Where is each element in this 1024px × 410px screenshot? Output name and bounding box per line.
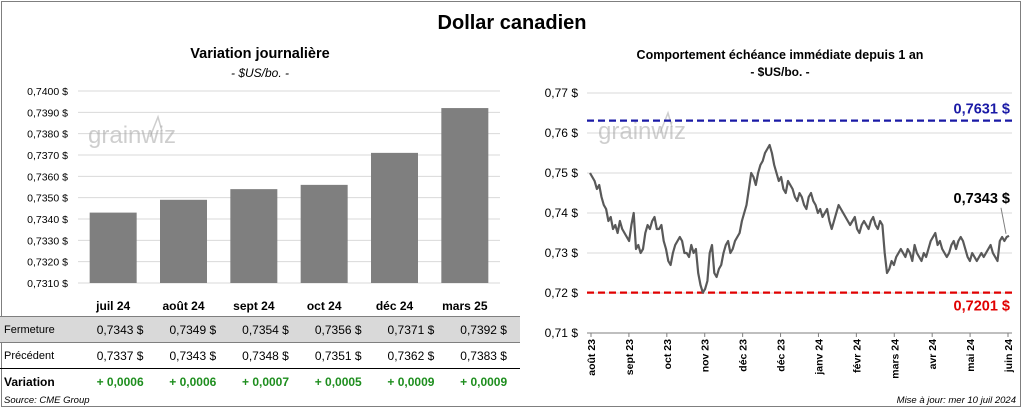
y-tick-label: 0,7340 $ — [27, 214, 68, 226]
low-label: 0,7201 $ — [954, 299, 1010, 315]
y-tick-label: 0,7310 $ — [27, 278, 68, 290]
line-chart-subtitle: - $US/bo. - — [750, 65, 810, 79]
table-cell: 0,7354 $ — [229, 316, 302, 343]
price-table: Fermeture 0,7343 $ 0,7349 $ 0,7354 $ 0,7… — [0, 316, 520, 394]
x-tick-label: févr 24 — [851, 339, 863, 373]
y-tick-label: 0,74 $ — [545, 206, 579, 220]
x-tick-label: juil 24 — [95, 299, 130, 313]
y-tick-label: 0,7330 $ — [27, 235, 68, 247]
last-value-label: 0,7343 $ — [954, 191, 1010, 207]
x-tick-label: mars 25 — [442, 299, 488, 313]
y-tick-label: 0,7350 $ — [27, 193, 68, 205]
table-cell: 0,7356 $ — [301, 316, 375, 343]
x-tick-label: janv 24 — [813, 339, 825, 376]
x-tick-label: déc 23 — [738, 339, 750, 372]
x-tick-label: août 23 — [586, 339, 598, 376]
y-tick-label: 0,73 $ — [545, 246, 579, 260]
x-tick-label: nov 23 — [700, 339, 712, 372]
table-cell: + 0,0007 — [241, 374, 290, 389]
x-tick-label: mars 24 — [889, 339, 901, 379]
row-label: Variation — [4, 374, 55, 389]
table-row-previous: Précédent 0,7337 $ 0,7343 $ 0,7348 $ 0,7… — [0, 342, 520, 369]
y-tick-label: 0,7380 $ — [27, 129, 68, 141]
bar — [300, 184, 348, 283]
bar — [371, 152, 418, 283]
y-tick-label: 0,7320 $ — [27, 257, 68, 269]
bar — [441, 108, 489, 283]
y-tick-label: 0,77 $ — [545, 86, 579, 100]
bar-chart-subtitle: - $US/bo. - — [230, 66, 290, 80]
table-cell: 0,7362 $ — [374, 342, 448, 369]
x-tick-label: déc 24 — [376, 299, 414, 313]
y-tick-label: 0,7400 $ — [27, 86, 68, 98]
table-row-variation: Variation + 0,0006 + 0,0006 + 0,0007 + 0… — [0, 369, 520, 395]
table-cell: 0,7371 $ — [374, 316, 448, 343]
page-title: Dollar canadien — [437, 12, 587, 34]
table-cell: + 0,0006 — [96, 374, 144, 389]
y-tick-label: 0,7390 $ — [27, 107, 68, 119]
row-label: Précédent — [0, 342, 84, 369]
y-tick-label: 0,71 $ — [545, 326, 579, 340]
x-tick-label: oct 23 — [662, 339, 674, 370]
table-cell: 0,7343 $ — [156, 342, 230, 369]
source-note: Source: CME Group — [4, 395, 90, 406]
high-label: 0,7631 $ — [954, 102, 1010, 118]
y-tick-label: 0,75 $ — [545, 166, 579, 180]
table-cell: 0,7351 $ — [301, 342, 375, 369]
table-cell: + 0,0009 — [387, 374, 435, 389]
table-cell: + 0,0009 — [460, 374, 508, 389]
updated-note: Mise à jour: mer 10 juil 2024 — [896, 395, 1016, 406]
watermark-logo: grainwiz — [88, 122, 176, 149]
row-label: Fermeture — [0, 316, 84, 343]
y-tick-label: 0,7370 $ — [27, 150, 68, 162]
watermark-logo: grainwiz — [598, 118, 686, 145]
line-chart-title: Comportement échéance immédiate depuis 1… — [636, 48, 924, 62]
line-chart: 0,71 $ 0,72 $ 0,73 $ 0,74 $ 0,75 $ 0,76 $ 0,77… — [545, 86, 1015, 379]
table-cell: 0,7383 $ — [447, 342, 520, 369]
table-cell: 0,7337 $ — [83, 342, 157, 369]
y-tick-label: 0,7360 $ — [27, 171, 68, 183]
bar — [230, 189, 278, 283]
x-tick-label: août 24 — [162, 299, 204, 313]
bar — [160, 199, 207, 283]
x-tick-label: avr 24 — [927, 339, 939, 370]
x-tick-label: sept 23 — [624, 339, 636, 375]
table-cell: 0,7348 $ — [229, 342, 302, 369]
bar-chart-title: Variation journalière — [190, 46, 330, 62]
table-cell: 0,7343 $ — [83, 316, 157, 343]
x-tick-label: déc 23 — [776, 339, 788, 372]
bar — [89, 212, 137, 283]
watermark-tick-icon — [659, 110, 673, 134]
watermark-tick-icon — [149, 114, 163, 138]
x-tick-label: juin 24 — [1003, 339, 1015, 373]
table-cell: + 0,0005 — [314, 374, 362, 389]
x-tick-label: oct 24 — [307, 299, 342, 313]
x-tick-label: mai 24 — [965, 339, 977, 372]
x-tick-label: sept 24 — [233, 299, 275, 313]
table-cell: 0,7349 $ — [156, 316, 230, 343]
table-row-close: Fermeture 0,7343 $ 0,7349 $ 0,7354 $ 0,7… — [0, 316, 520, 343]
y-tick-label: 0,76 $ — [545, 126, 579, 140]
price-series-line — [589, 143, 1010, 294]
y-tick-label: 0,72 $ — [545, 286, 579, 300]
table-cell: + 0,0006 — [169, 374, 217, 389]
bar-chart: 0,7310 $ 0,7320 $ 0,7330 $ 0,7340 $ 0,7350 $… — [27, 86, 500, 313]
table-cell: 0,7392 $ — [447, 316, 520, 343]
last-value-leader — [1000, 207, 1007, 234]
